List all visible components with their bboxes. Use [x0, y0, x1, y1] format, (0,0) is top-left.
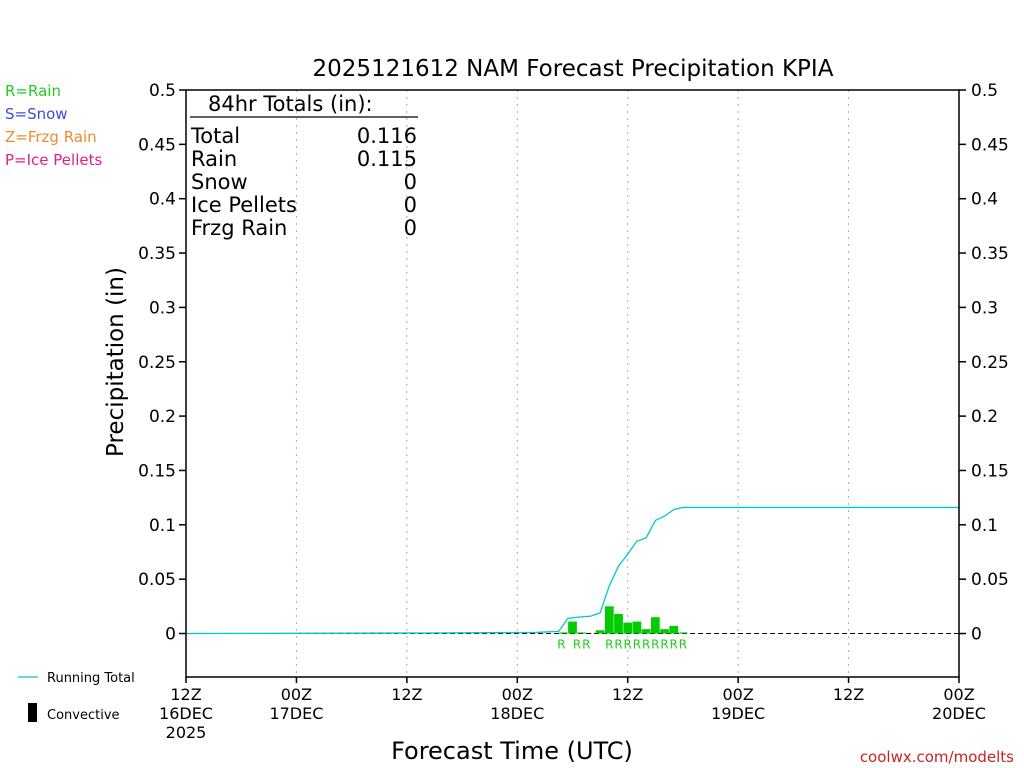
bar-hour-53	[669, 625, 679, 634]
y-tick-label-left: 0.3	[149, 298, 176, 318]
y-axis-right: 0.5 0.45 0.4 0.35 0.3 0.25 0.2 0.15 0.1 0.05 0	[959, 81, 1009, 645]
bar-hour-52	[660, 629, 669, 634]
convective-swatch	[28, 703, 37, 722]
precip-type-letter: R	[557, 638, 565, 652]
x-tick-date-label: 19DEC	[711, 704, 765, 723]
x-tick-time-label: 12Z	[170, 685, 201, 704]
y-axis-label: Precipitation (in)	[103, 267, 129, 457]
plot-frame	[185, 89, 960, 678]
x-tick-time-label: 12Z	[391, 685, 422, 704]
y-axis-left: 0.5 0.45 0.4 0.35 0.3 0.25 0.2 0.15 0.1 0.05 0	[138, 81, 186, 645]
bar-hour-50	[641, 629, 651, 634]
running-total-line	[185, 506, 959, 635]
y-tick-label-right: 0.15	[971, 461, 1009, 481]
x-tick-date-label: 18DEC	[490, 704, 544, 723]
bar-hour-54	[678, 632, 688, 634]
bar-hour-41	[558, 632, 568, 634]
y-tick-label-left: 0	[165, 625, 176, 645]
precip-type-letter: R	[633, 638, 641, 652]
x-tick-time-label: 00Z	[943, 685, 974, 704]
bar-hour-42	[568, 621, 577, 634]
precip-type-letter: R	[605, 638, 613, 652]
y-tick-label-left: 0.4	[149, 190, 176, 210]
chart-title: 2025121612 NAM Forecast Precipitation KP…	[313, 56, 834, 82]
x-axis-label: Forecast Time (UTC)	[391, 737, 633, 765]
precip-type-letter: R	[642, 638, 650, 652]
precip-type-letter: R	[660, 638, 668, 652]
totals-row-label: Total	[190, 124, 240, 148]
totals-row-label: Frzg Rain	[191, 216, 287, 240]
y-tick-label-left: 0.15	[138, 461, 176, 481]
totals-row-value: 0	[404, 193, 417, 217]
y-tick-label-left: 0.1	[149, 516, 176, 536]
legend-type-item: S=Snow	[5, 105, 68, 123]
y-tick-label-right: 0	[971, 625, 982, 645]
x-tick-time-label: 00Z	[722, 685, 753, 704]
totals-row-label: Ice Pellets	[191, 193, 297, 217]
y-tick-label-right: 0.45	[971, 135, 1009, 155]
totals-row-value: 0.115	[357, 147, 417, 171]
y-tick-label-right: 0.1	[971, 516, 998, 536]
running-total-legend-label: Running Total	[47, 671, 135, 686]
precip-type-letter: R	[679, 638, 687, 652]
bar-hour-51	[650, 617, 660, 634]
y-tick-label-right: 0.5	[971, 81, 998, 101]
y-tick-label-left: 0.2	[149, 407, 176, 427]
y-tick-label-left: 0.45	[138, 135, 176, 155]
x-tick-time-label: 12Z	[833, 685, 864, 704]
totals-row-value: 0	[404, 170, 417, 194]
y-tick-label-right: 0.35	[971, 244, 1009, 264]
bar-hour-49	[632, 621, 642, 634]
x-tick-date-label: 20DEC	[932, 704, 986, 723]
y-tick-label-right: 0.4	[971, 190, 998, 210]
precip-type-letter: R	[582, 638, 590, 652]
y-tick-label-left: 0.35	[138, 244, 176, 264]
running-total-series	[185, 506, 959, 635]
totals-row-value: 0.116	[357, 124, 417, 148]
precip-type-letter: R	[614, 638, 622, 652]
bar-hour-46	[604, 606, 614, 634]
x-tick-year-label: 2025	[166, 723, 207, 742]
y-tick-label-left: 0.25	[138, 353, 176, 373]
totals-row-value: 0	[404, 216, 417, 240]
legend-type-item: Z=Frzg Rain	[5, 128, 97, 146]
bar-series	[558, 606, 688, 634]
totals-box: 84hr Totals (in): Total 0.116 Rain 0.115 Snow…	[190, 92, 418, 240]
x-tick-time-label: 00Z	[281, 685, 312, 704]
gridlines	[186, 90, 959, 677]
totals-row-label: Snow	[191, 170, 248, 194]
x-tick-date-label: 16DEC	[159, 704, 213, 723]
y-tick-label-left: 0.5	[149, 81, 176, 101]
totals-row-label: Rain	[191, 147, 237, 171]
y-tick-label-right: 0.2	[971, 407, 998, 427]
convective-legend-label: Convective	[47, 708, 120, 723]
precip-type-letter: R	[651, 638, 659, 652]
bottom-legend: Running Total Convective	[18, 671, 135, 723]
y-tick-label-right: 0.05	[971, 570, 1009, 590]
bar-hour-45	[595, 630, 605, 634]
precip-type-letter: R	[573, 638, 581, 652]
precip-type-letter: R	[624, 638, 632, 652]
credit-text: coolwx.com/modelts	[860, 748, 1014, 766]
x-tick-date-label: 17DEC	[269, 704, 323, 723]
legend-type-item: R=Rain	[5, 82, 61, 100]
y-tick-label-right: 0.25	[971, 353, 1009, 373]
x-tick-time-label: 12Z	[612, 685, 643, 704]
bar-hour-47	[614, 613, 623, 634]
legend-type-item: P=Ice Pellets	[5, 151, 102, 169]
y-tick-label-right: 0.3	[971, 298, 998, 318]
totals-header: 84hr Totals (in):	[208, 92, 373, 116]
y-tick-label-left: 0.05	[138, 570, 176, 590]
x-tick-time-label: 00Z	[502, 685, 533, 704]
bar-hour-43	[577, 632, 587, 634]
precip-type-letter: R	[670, 638, 678, 652]
precip-type-legend: R=Rain S=Snow Z=Frzg Rain P=Ice Pellets	[5, 82, 102, 169]
bar-hour-48	[623, 622, 633, 634]
